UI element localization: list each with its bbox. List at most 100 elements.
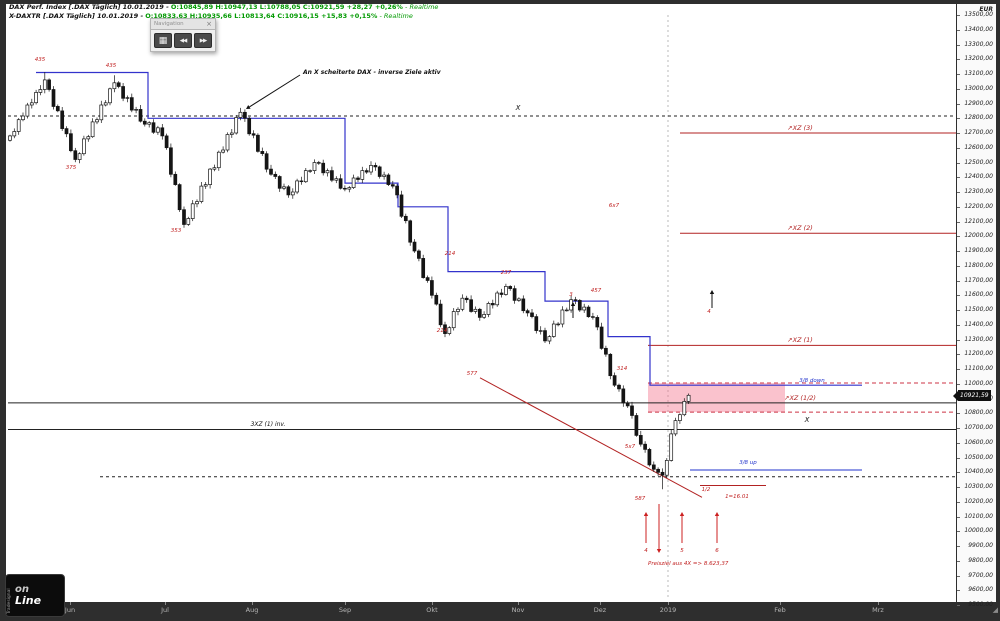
ohlc-values-2: O:10833,63 H:10935,66 L:10813,64 C:10916… [145,11,378,20]
time-axis-label: Nov [511,606,525,614]
price-axis-tick [957,428,960,429]
price-axis-label: 9900,00 [968,542,993,549]
price-axis-label: 9800,00 [968,556,993,564]
price-axis-label: 11400,00 [964,320,993,328]
ohlc-values-1: O:10845,89 H:10947,13 L:10788,05 C:10921… [170,3,403,11]
resize-corner-icon[interactable]: ◢ [992,606,998,614]
price-axis-tick [957,59,960,61]
price-axis-tick [957,487,960,488]
price-axis-label: 12500,00 [964,158,993,166]
instrument-header: DAX Perf. Index [.DAX Täglich] 10.01.201… [9,3,438,20]
price-axis-label: 11100,00 [964,365,993,372]
price-axis[interactable]: EUR 13500,00 13400,00 13300,00 13200,00 1310… [957,4,996,608]
price-axis-tick [957,339,960,341]
axis-currency-label: EUR [979,6,993,13]
price-axis-tick [957,236,960,238]
price-axis-tick [957,192,960,193]
price-axis-tick [957,88,960,90]
price-axis-tick [957,280,960,282]
time-axis-label: Sep [338,606,352,614]
time-axis-tick [165,602,166,605]
time-axis-tick [345,602,346,605]
price-axis-label: 13100,00 [964,70,993,77]
time-axis-tick [878,602,879,605]
price-axis-tick [957,575,960,577]
time-axis-label: Dez [593,606,607,614]
price-axis-tick [957,413,960,415]
price-axis-label: 11300,00 [964,335,993,343]
price-axis-label: 10700,00 [964,424,993,431]
time-axis-tick [252,602,253,605]
price-axis-label: 12300,00 [964,188,993,195]
price-axis-label: 12000,00 [964,232,993,240]
chart-canvas[interactable] [6,4,956,602]
price-axis-label: 10200,00 [964,497,993,505]
price-axis-tick [957,74,960,75]
price-axis-tick [957,118,960,120]
price-axis-label: 11600,00 [964,291,993,299]
time-axis-label: Aug [245,606,259,614]
price-axis-label: 11000,00 [964,379,993,387]
price-axis-tick [957,324,960,326]
price-axis-tick [957,354,960,356]
time-axis-label: Mrz [872,606,884,614]
price-axis-label: 13500,00 [964,11,993,18]
price-axis-tick [957,206,960,208]
time-axis-label: Jun [64,606,76,614]
price-axis-label: 11900,00 [964,247,993,254]
last-price-value: 10921,59 [958,390,991,401]
price-axis-label: 12900,00 [964,99,993,107]
logo-word-on: on [15,584,29,595]
price-axis-tick [957,605,960,606]
price-axis-label: 10000,00 [964,527,993,535]
instrument-line-1: DAX Perf. Index [.DAX Täglich] 10.01.201… [9,3,438,12]
logo-word-line: Line [15,594,42,607]
price-axis-tick [957,221,960,223]
navigation-panel[interactable]: Navigation × ▦ ◀◀ ▶▶ [150,18,216,52]
price-axis-label: 13400,00 [964,25,993,33]
price-axis-tick [957,590,960,592]
time-axis-label: Okt [426,606,438,614]
time-axis-tick [518,602,519,605]
price-axis-tick [957,369,960,370]
price-axis-label: 13300,00 [964,40,993,48]
time-axis-tick [780,602,781,605]
close-icon[interactable]: × [206,19,212,28]
realtime-flag-2: - Realtime [379,11,413,20]
price-axis-tick [957,472,960,474]
price-axis-label: 10300,00 [964,483,993,490]
price-axis-tick [957,531,960,533]
navigation-titlebar[interactable]: Navigation × [150,18,216,29]
step-back-button[interactable]: ◀◀ [174,33,192,48]
navigation-title: Navigation [154,21,184,27]
price-axis-tick [957,560,960,562]
instrument-line-2: X-DAXTR [.DAX Täglich] 10.01.2019 - O:10… [9,12,438,21]
tradesignal-logo: Tradesignal on Line [5,574,65,617]
step-back-icon: ◀◀ [179,37,188,44]
price-axis-tick [957,251,960,252]
price-axis-label: 13000,00 [964,84,993,92]
step-forward-icon: ▶▶ [199,37,208,44]
last-price-marker[interactable]: 10921,59 [953,390,991,401]
price-axis-tick [957,44,960,46]
layout-grid-button[interactable]: ▦ [154,33,172,48]
price-axis-label: 11500,00 [964,306,993,313]
step-forward-button[interactable]: ▶▶ [194,33,212,48]
price-axis-tick [957,15,960,16]
price-axis-tick [957,265,960,267]
price-axis-tick [957,516,960,518]
price-axis-label: 9600,00 [968,586,993,594]
time-axis-label: 2019 [659,606,677,614]
price-axis-label: 10600,00 [964,438,993,446]
price-axis-label: 9700,00 [968,571,993,579]
price-axis-label: 10100,00 [964,512,993,520]
price-axis-label: 12600,00 [964,143,993,151]
price-axis-tick [957,295,960,297]
price-axis-tick [957,103,960,105]
price-axis-tick [957,310,960,311]
price-axis-label: 12200,00 [964,202,993,210]
time-axis-tick [70,602,71,605]
price-axis-label: 12100,00 [964,217,993,225]
instrument-name-2: X-DAXTR [.DAX Täglich] 10.01.2019 - [9,11,144,20]
